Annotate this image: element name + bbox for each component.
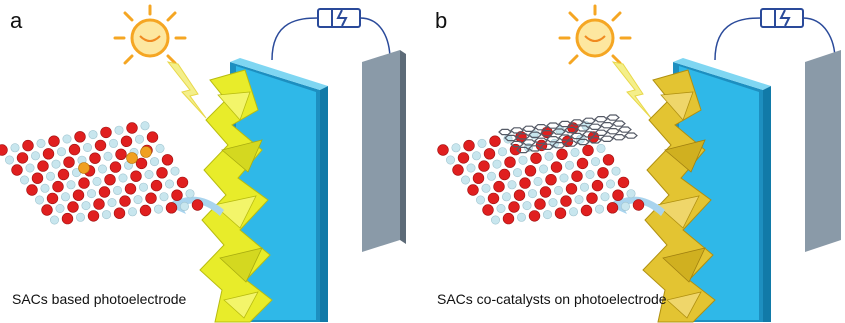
counter-electrode — [362, 50, 406, 252]
counter-electrode — [805, 50, 841, 252]
catalyst-lattice — [0, 121, 204, 225]
panel-a-illustration — [0, 4, 406, 323]
power-source-icon — [760, 8, 804, 28]
panel-b: b SACs co-catalysts on photoelectrode — [425, 0, 845, 323]
power-source-icon — [317, 8, 361, 28]
panel-label: a — [10, 8, 23, 33]
panel-a: a SACs based photoelectrode — [0, 0, 420, 323]
panel-b-illustration — [437, 4, 841, 323]
light-bolt-icon — [611, 61, 652, 119]
semiconductor-nanosheets — [199, 69, 273, 323]
light-bolt-icon — [166, 61, 207, 119]
sun-icon — [558, 4, 632, 65]
graphene-cocatalyst-layer — [498, 114, 638, 154]
semiconductor-nanosheets — [642, 69, 716, 323]
catalyst-lattice — [437, 121, 645, 225]
panel-label: b — [435, 8, 448, 33]
sun-icon — [113, 4, 187, 65]
panel-caption: SACs co-catalysts on photoelectrode — [437, 291, 667, 307]
panel-caption: SACs based photoelectrode — [12, 291, 187, 307]
